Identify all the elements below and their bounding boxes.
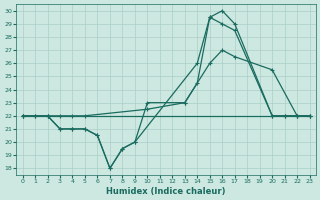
- X-axis label: Humidex (Indice chaleur): Humidex (Indice chaleur): [106, 187, 226, 196]
